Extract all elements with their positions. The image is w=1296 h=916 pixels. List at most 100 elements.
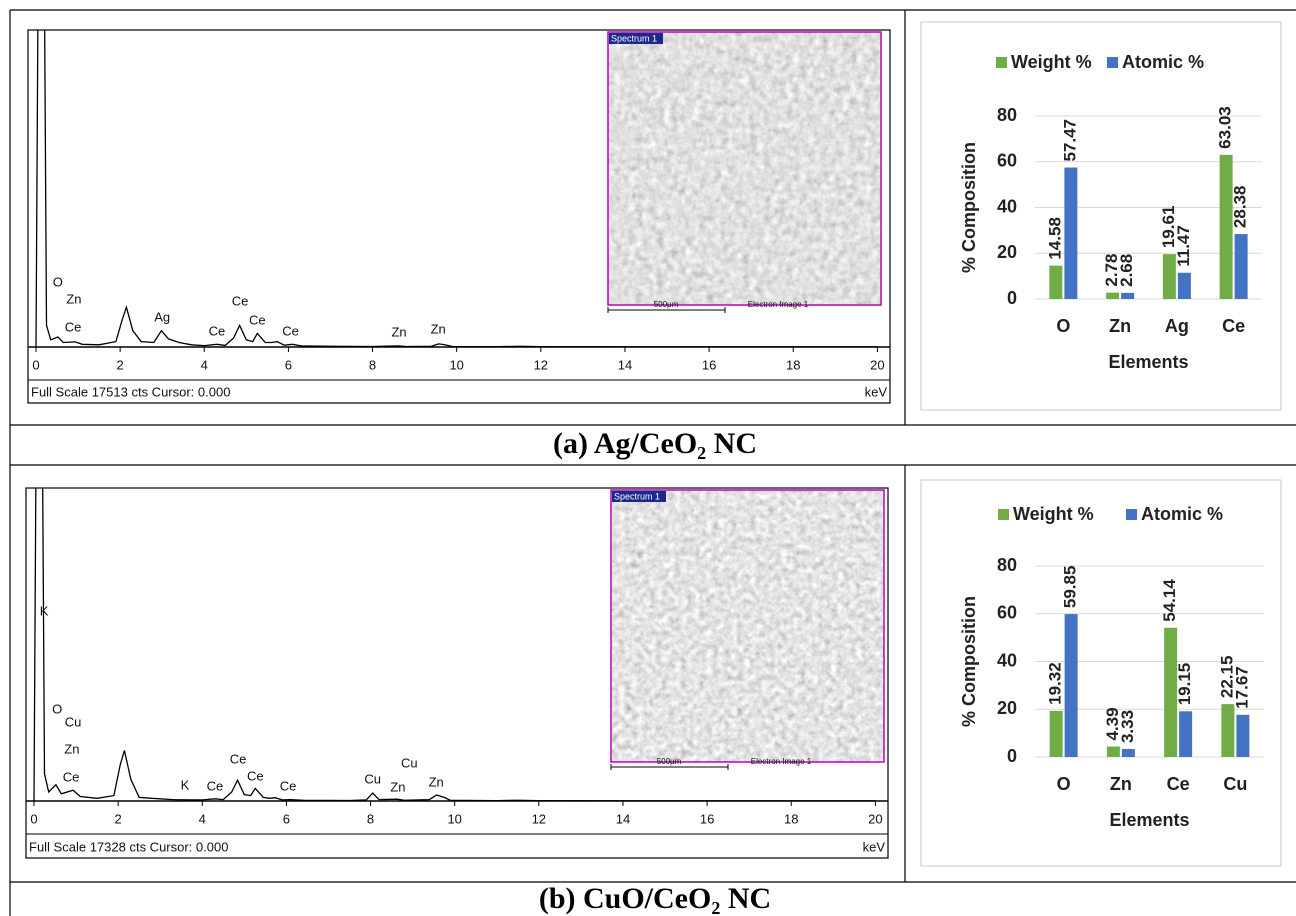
peak-label: Zn (66, 291, 81, 306)
legend-swatch (1126, 509, 1137, 520)
image-title: Spectrum 1 (611, 33, 657, 43)
bar (1050, 711, 1063, 757)
x-tick-label: 2 (115, 811, 122, 826)
x-tick-label: Ce (1222, 316, 1245, 336)
peak-label: Zn (429, 774, 444, 789)
caption: (b) CuO/CeO₂ NC (539, 882, 771, 915)
x-tick-label: 10 (447, 811, 461, 826)
bar (1122, 749, 1135, 757)
peak-label: K (181, 777, 190, 792)
bar (1107, 747, 1120, 757)
bar (1121, 293, 1134, 299)
sem-image (608, 32, 881, 305)
bar (1064, 168, 1077, 299)
bar (1178, 273, 1191, 299)
peak-label: Ce (247, 768, 264, 783)
legend-swatch (996, 57, 1007, 68)
bar (1221, 704, 1234, 757)
peak-label: O (52, 701, 62, 716)
y-axis-title: % Composition (959, 596, 979, 727)
x-tick-label: 8 (369, 357, 376, 372)
y-tick-label: 40 (997, 196, 1017, 216)
x-unit: keV (863, 839, 886, 854)
x-tick-label: O (1056, 316, 1070, 336)
image-title: Spectrum 1 (614, 491, 660, 501)
figure: (a) Ag/CeO₂ NC (b) CuO/CeO₂ NC 024681012… (0, 0, 1296, 916)
value-label: 14.58 (1045, 217, 1064, 260)
value-label: 28.38 (1231, 186, 1250, 229)
x-tick-label: 12 (534, 357, 548, 372)
peak-label: Ce (209, 323, 226, 338)
x-axis-title: Elements (1109, 810, 1189, 830)
x-unit: keV (865, 384, 888, 399)
peak-label: Zn (390, 779, 405, 794)
x-tick-label: 14 (616, 811, 630, 826)
legend-label: Atomic % (1122, 52, 1204, 72)
x-tick-label: 6 (283, 811, 290, 826)
bar-chart: 020406080O14.5857.47Zn2.782.68Ag19.6111.… (921, 22, 1281, 410)
image-caption: Electron Image 1 (748, 300, 809, 309)
bar-chart: 020406080O19.3259.85Zn4.393.33Ce54.1419.… (921, 480, 1281, 866)
value-label: 57.47 (1060, 119, 1079, 162)
peak-label: O (53, 274, 63, 289)
x-tick-label: Zn (1110, 774, 1132, 794)
peak-label: Ce (249, 312, 266, 327)
y-tick-label: 20 (997, 242, 1017, 262)
bar (1065, 614, 1078, 757)
peak-label: Ag (154, 309, 170, 324)
peak-label: Ce (232, 293, 249, 308)
legend-label: Weight % (1013, 504, 1094, 524)
legend-label: Atomic % (1141, 504, 1223, 524)
footer: Full Scale 17328 cts Cursor: 0.000 (29, 839, 228, 854)
value-label: 2.68 (1117, 254, 1136, 287)
x-tick-label: 0 (30, 811, 37, 826)
sem-image (611, 490, 884, 762)
x-tick-label: 14 (618, 357, 632, 372)
x-tick-label: Ce (1167, 774, 1190, 794)
peak-label: Ce (280, 778, 297, 793)
peak-label: K (40, 603, 49, 618)
value-label: 19.32 (1046, 662, 1065, 705)
value-label: 17.67 (1232, 666, 1251, 709)
x-tick-label: 12 (532, 811, 546, 826)
x-tick-label: 20 (868, 811, 882, 826)
image-caption: Electron Image 1 (751, 757, 812, 766)
peak-label: Zn (64, 741, 79, 756)
x-tick-label: Zn (1109, 316, 1131, 336)
legend-swatch (998, 509, 1009, 520)
x-tick-label: 18 (786, 357, 800, 372)
peak-label: Ce (282, 323, 299, 338)
peak-label: Cu (364, 771, 381, 786)
x-tick-label: 6 (285, 357, 292, 372)
peak-label: Ce (65, 319, 82, 334)
y-axis-title: % Composition (959, 142, 979, 273)
y-tick-label: 40 (997, 650, 1017, 670)
peak-label: Ce (63, 769, 80, 784)
value-label: 63.03 (1216, 106, 1235, 149)
y-tick-label: 0 (1007, 288, 1017, 308)
scale-label: 500µm (654, 300, 679, 309)
y-tick-label: 80 (997, 555, 1017, 575)
x-tick-label: 20 (870, 357, 884, 372)
x-axis-title: Elements (1108, 352, 1188, 372)
bar (1235, 234, 1248, 299)
bar (1236, 715, 1249, 757)
legend-swatch (1107, 57, 1118, 68)
x-tick-label: 0 (32, 357, 39, 372)
peak-label: Ce (207, 778, 224, 793)
bar (1106, 293, 1119, 299)
peak-label: Ce (230, 751, 247, 766)
scale-label: 500µm (657, 757, 682, 766)
y-tick-label: 80 (997, 105, 1017, 125)
x-tick-label: 2 (117, 357, 124, 372)
x-tick-label: Cu (1223, 774, 1247, 794)
x-tick-label: Ag (1165, 316, 1189, 336)
peak-label: Cu (401, 755, 418, 770)
value-label: 54.14 (1160, 579, 1179, 622)
value-label: 3.33 (1118, 710, 1137, 743)
peak-label: Zn (391, 324, 406, 339)
x-tick-label: 10 (449, 357, 463, 372)
value-label: 11.47 (1174, 225, 1193, 267)
